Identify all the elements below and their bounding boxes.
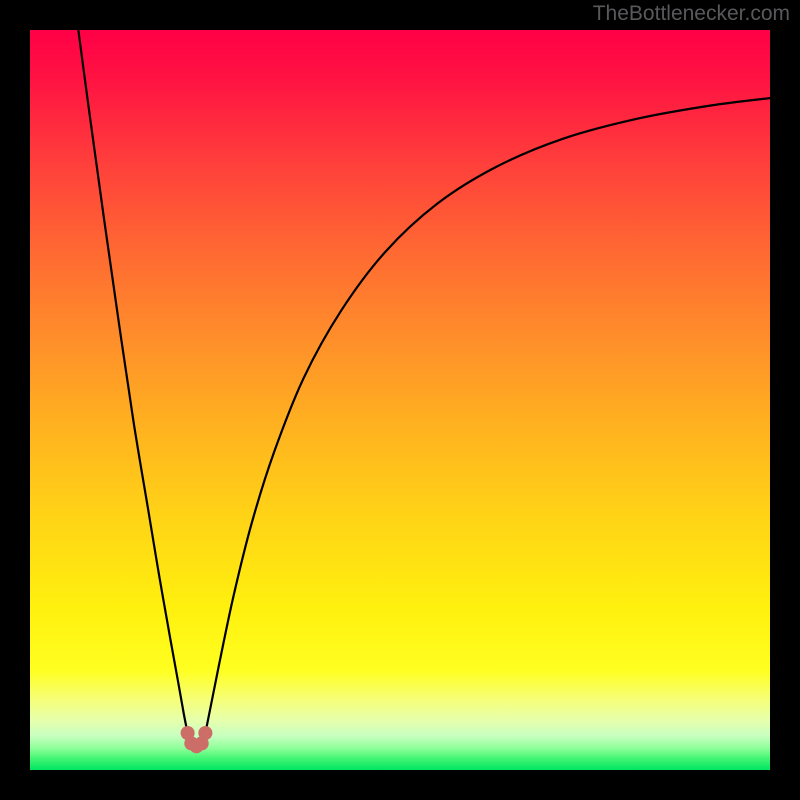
chart-svg	[0, 0, 800, 800]
watermark-text: TheBottlenecker.com	[593, 2, 790, 26]
chart-gradient-bg	[30, 30, 770, 770]
valley-dot	[198, 726, 212, 740]
bottleneck-chart: TheBottlenecker.com	[0, 0, 800, 800]
